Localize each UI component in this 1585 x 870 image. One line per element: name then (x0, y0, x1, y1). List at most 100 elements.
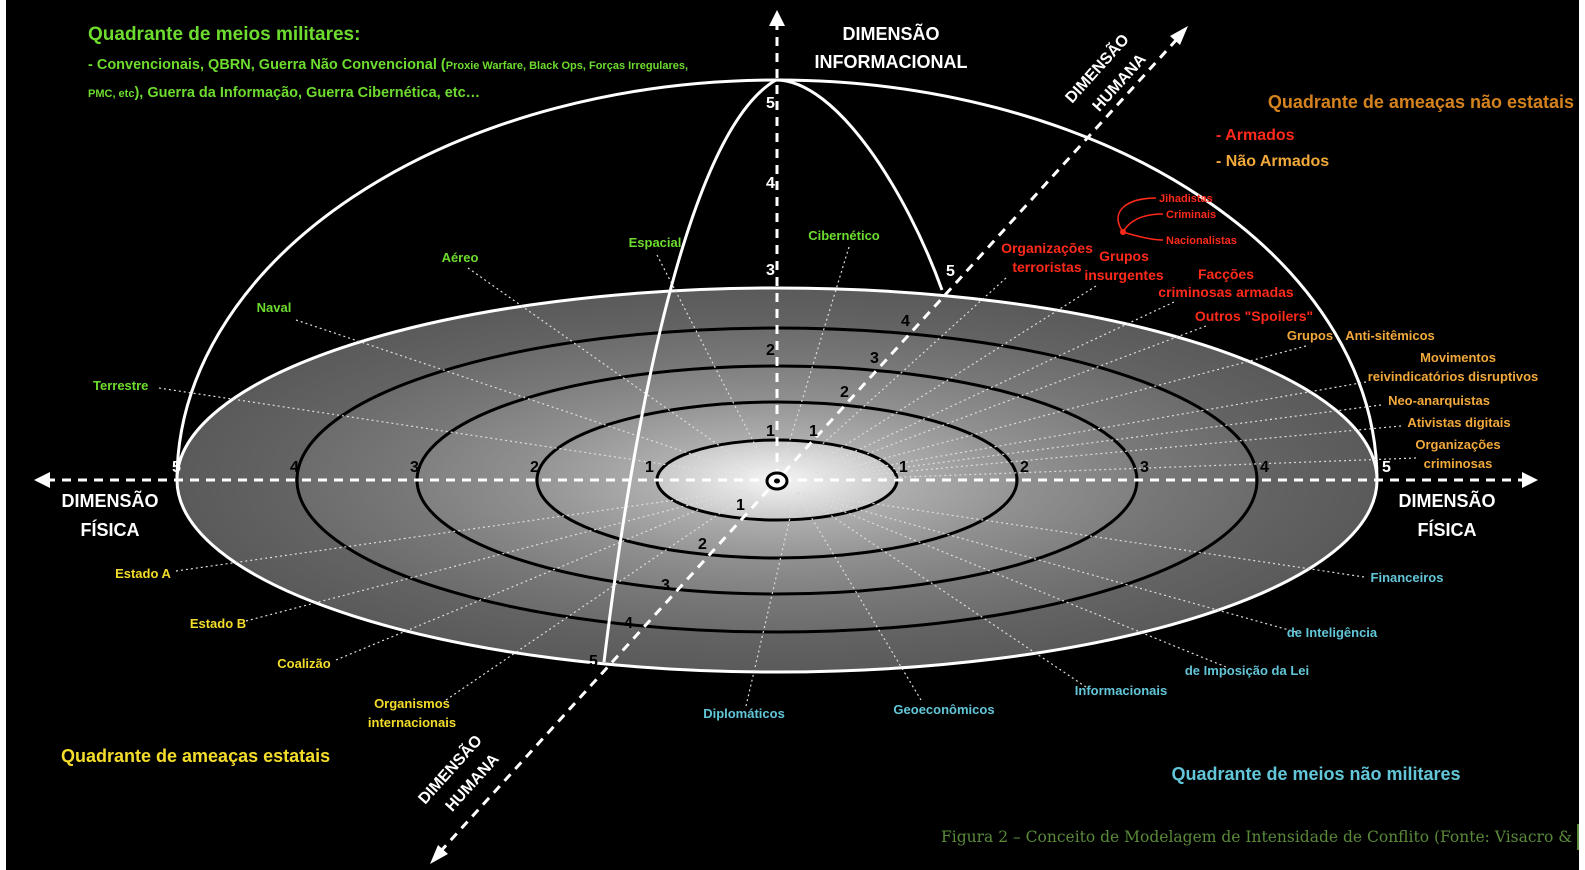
scale-number-human-front-3: 3 (661, 577, 670, 594)
military-item-naval: Naval (257, 300, 292, 315)
armed-faccoes-2: criminosas armadas (1158, 284, 1294, 300)
leader-anti-sistemicos (817, 345, 1307, 477)
armed-label: - Armados (1216, 127, 1295, 144)
leader-estado-b (245, 489, 747, 622)
scale-number-phys-right-1: 1 (899, 459, 908, 476)
state-item-coalizao: Coalizão (277, 656, 331, 671)
nonmilitary-item-financeiros: Financeiros (1371, 570, 1444, 585)
military-line-1-text: - Convencionais, QBRN, Guerra Não Conven… (88, 57, 446, 73)
leader-coalizao (335, 489, 747, 661)
leader-lines (158, 246, 1417, 707)
origin-dot (774, 478, 780, 484)
armed-grupos-insurgentes-1: Grupos (1099, 248, 1149, 264)
military-item-cibernetico: Cibernético (808, 228, 880, 243)
military-line-2-text: ), Guerra da Informação, Guerra Cibernét… (134, 85, 480, 101)
military-item-espacial: Espacial (629, 235, 682, 250)
military-line-2-small: PMC, etc (88, 88, 134, 100)
caption-bar (1577, 824, 1579, 850)
scale-number-human-front-2: 2 (698, 536, 707, 553)
military-item-terrestre: Terrestre (93, 378, 148, 393)
scale-number-phys-left-4: 4 (290, 459, 299, 476)
leader-terrestre (158, 387, 742, 477)
military-quadrant-line-1: - Convencionais, QBRN, Guerra Não Conven… (88, 57, 688, 73)
scale-number-human-front-1: 1 (736, 497, 745, 514)
nonmilitary-item-geoeconomicos: Geoeconômicos (893, 702, 994, 717)
informational-axis-label-2: INFORMACIONAL (815, 52, 968, 72)
unarmed-neo-anarquistas: Neo-anarquistas (1388, 393, 1490, 408)
armed-faccoes-1: Facções (1198, 266, 1254, 282)
leader-naval (295, 319, 745, 473)
leader-faccoes (810, 301, 1175, 473)
armed-org-terroristas-1: Organizações (1001, 240, 1093, 256)
leader-ativistas (823, 425, 1402, 480)
scale-number-human-front-5: 5 (589, 653, 598, 670)
scale-number-phys-left-2: 2 (530, 459, 539, 476)
scale-number-human-back-4: 4 (901, 313, 910, 330)
state-item-estado-a: Estado A (115, 566, 171, 581)
scale-number-phys-left-1: 1 (645, 459, 654, 476)
scale-number-phys-left-3: 3 (410, 459, 419, 476)
scale-number-info-3: 3 (766, 262, 775, 279)
state-quadrant-title: Quadrante de ameaças estatais (61, 746, 330, 766)
leader-organismos (445, 491, 752, 701)
arrow-up (769, 10, 785, 26)
scale-number-human-back-1: 1 (809, 423, 818, 440)
leader-org-criminosas (823, 457, 1417, 481)
armed-org-terroristas-2: terroristas (1012, 259, 1081, 275)
scale-number-human-front-4: 4 (624, 615, 633, 632)
arrow-right (1522, 472, 1538, 488)
state-item-organismos-1: Organismos (374, 696, 450, 711)
physical-axis-right-label-1: DIMENSÃO (1398, 490, 1495, 511)
scale-number-human-back-2: 2 (840, 384, 849, 401)
armed-grupos-insurgentes-2: insurgentes (1084, 267, 1164, 283)
nonmilitary-item-inteligencia: de Inteligência (1287, 625, 1378, 640)
nonmilitary-item-informacionais: Informacionais (1075, 683, 1167, 698)
military-line-1-small: Proxie Warfare, Black Ops, Forças Irregu… (446, 60, 688, 72)
human-axis (438, 36, 1180, 854)
scale-number-info-2: 2 (766, 342, 775, 359)
insurgent-arrow-origin (1120, 229, 1126, 235)
arrow-upright (1170, 26, 1188, 45)
military-quadrant-line-2: PMC, etc), Guerra da Informação, Guerra … (88, 85, 480, 101)
unarmed-movimentos-1: Movimentos (1420, 350, 1496, 365)
unarmed-ativistas-digitais: Ativistas digitais (1407, 415, 1510, 430)
unarmed-label: - Não Armados (1216, 153, 1329, 170)
physical-axis-right-label-2: FÍSICA (1417, 519, 1476, 540)
leader-inteligencia (795, 491, 1297, 633)
scale-number-phys-right-5: 5 (1382, 459, 1391, 476)
leader-financeiros (795, 491, 1365, 578)
insurgent-arrows (1117, 197, 1164, 241)
leader-org-terroristas (795, 277, 1007, 469)
military-item-aereo: Aéreo (442, 250, 479, 265)
leader-imposicao-lei (795, 491, 1227, 668)
scale-number-phys-right-4: 4 (1260, 459, 1269, 476)
figure-caption: Figura 2 – Conceito de Modelagem de Inte… (935, 824, 1578, 850)
leader-geoeconomicos (795, 491, 922, 701)
scale-number-human-back-3: 3 (870, 350, 879, 367)
informational-axis-label-1: DIMENSÃO (842, 23, 939, 44)
unarmed-org-criminosas-1: Organizações (1415, 437, 1500, 452)
armed-outros-spoilers: Outros "Spoilers" (1195, 308, 1313, 324)
state-item-organismos-2: internacionais (368, 715, 456, 730)
physical-axis-left-label-2: FÍSICA (80, 519, 139, 540)
physical-axis-left-label-1: DIMENSÃO (61, 490, 158, 511)
unarmed-anti-sistemicos: Anti-sitêmicos (1345, 328, 1435, 343)
scale-number-info-5: 5 (766, 95, 775, 112)
insurgent-jihadistas: Jihadistas (1159, 193, 1213, 205)
scale-number-info-4: 4 (766, 175, 775, 192)
insurgent-criminais: Criminais (1166, 209, 1216, 221)
leader-cibernetico (781, 246, 850, 467)
scale-number-phys-right-3: 3 (1140, 459, 1149, 476)
unarmed-grupos: Grupos (1287, 328, 1333, 343)
scale-number-phys-left-5: 5 (172, 459, 181, 476)
leader-estado-a (175, 489, 747, 572)
diagram-canvas: Quadrante de meios militares: - Convencio… (6, 0, 1579, 870)
leader-grupos-insurgentes (805, 285, 1097, 471)
nonmilitary-item-imposicao-lei: de Imposição da Lei (1185, 663, 1309, 678)
leader-diplomaticos (745, 491, 797, 707)
military-quadrant-title: Quadrante de meios militares: (88, 24, 360, 45)
arrow-downleft (430, 845, 448, 864)
nonmilitary-item-diplomaticos: Diplomáticos (703, 706, 785, 721)
conflict-intensity-diagram: Quadrante de meios militares: - Convencio… (34, 10, 1574, 864)
